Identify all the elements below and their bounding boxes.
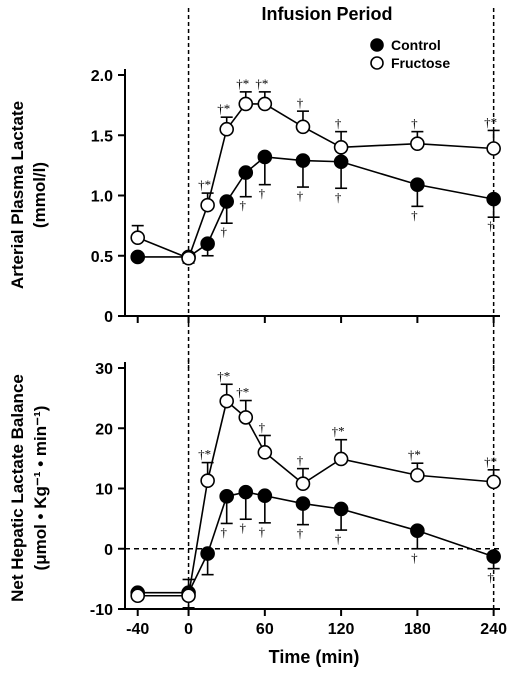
significance-mark: †	[335, 189, 342, 204]
data-point-control	[238, 165, 254, 180]
data-point-fructose	[219, 393, 234, 409]
y-tick-label: 0	[104, 309, 113, 326]
data-point-control	[486, 191, 501, 207]
y-tick-label: 10	[95, 482, 113, 499]
y-tick-label: 1.0	[91, 189, 113, 206]
significance-mark: †	[335, 531, 342, 546]
data-point-fructose	[219, 121, 234, 137]
significance-mark: †	[335, 116, 342, 131]
data-point-fructose	[333, 140, 349, 155]
data-point-fructose	[238, 96, 254, 112]
data-point-fructose	[200, 473, 215, 488]
significance-mark: †	[411, 207, 418, 222]
series-line-control	[137, 156, 494, 258]
data-point-control	[486, 549, 501, 564]
significance-mark: †	[487, 570, 494, 585]
x-tick-label: 180	[404, 621, 431, 638]
y-tick-label: 20	[95, 421, 113, 438]
data-point-control	[200, 236, 215, 251]
significance-mark: †	[240, 520, 247, 535]
data-point-fructose	[410, 467, 425, 483]
series-line-fructose	[137, 399, 494, 597]
significance-mark: †*	[217, 368, 230, 383]
significance-mark: †	[220, 524, 227, 539]
data-point-fructose	[181, 588, 196, 604]
legend-marker-fructose	[370, 56, 384, 70]
chart-title: Infusion Period	[261, 4, 392, 24]
data-point-fructose	[181, 250, 196, 266]
data-point-fructose	[333, 451, 349, 467]
data-point-fructose	[200, 197, 215, 213]
y-tick-label: 30	[95, 361, 113, 378]
data-point-fructose	[410, 136, 425, 151]
data-point-control	[257, 488, 273, 504]
y-tick-label: 0	[104, 542, 113, 559]
significance-mark: †	[297, 526, 304, 541]
data-point-fructose	[238, 410, 254, 425]
x-axis-label: Time (min)	[269, 647, 360, 667]
y-axis-label: Net Hepatic Lactate Balance	[8, 374, 27, 602]
data-point-control	[219, 194, 234, 209]
data-point-fructose	[295, 476, 311, 491]
data-point-control	[333, 154, 349, 170]
y-tick-label: -10	[90, 602, 113, 619]
y-tick-label: 2.0	[91, 68, 113, 85]
y-axis-label: (μmol • Kg⁻¹ • min⁻¹)	[31, 406, 50, 571]
significance-mark: †	[240, 198, 247, 213]
data-point-fructose	[257, 445, 273, 460]
data-point-fructose	[130, 230, 146, 245]
x-tick-label: -40	[126, 621, 149, 638]
x-tick-label: 0	[184, 621, 193, 638]
significance-mark: †*	[484, 114, 497, 129]
data-point-control	[333, 501, 349, 517]
significance-mark: †	[297, 188, 304, 203]
data-point-control	[410, 177, 425, 192]
significance-mark: †*	[236, 385, 249, 400]
significance-mark: †	[259, 419, 266, 434]
data-point-control	[238, 484, 254, 500]
significance-mark: †	[411, 550, 418, 565]
legend-label-control: Control	[391, 37, 441, 53]
significance-mark: †*	[332, 424, 345, 439]
significance-mark: †*	[198, 177, 211, 192]
x-tick-label: 240	[480, 621, 507, 638]
y-tick-label: 1.5	[91, 128, 113, 145]
data-point-control	[219, 489, 234, 504]
series-line-fructose	[137, 103, 494, 260]
y-tick-label: 0.5	[91, 249, 113, 266]
y-axis-label: (mmol/l)	[30, 162, 49, 228]
significance-mark: †*	[236, 76, 249, 91]
data-point-control	[410, 523, 425, 538]
data-point-fructose	[295, 119, 311, 135]
significance-mark: †	[259, 186, 266, 201]
significance-mark: †	[487, 218, 494, 233]
data-point-control	[200, 546, 215, 561]
significance-mark: †	[297, 453, 304, 468]
significance-mark: †	[411, 116, 418, 131]
significance-mark: †*	[217, 101, 230, 116]
data-point-control	[130, 249, 146, 265]
significance-mark: †*	[255, 76, 268, 91]
data-point-fructose	[486, 474, 501, 490]
significance-mark: †	[220, 224, 227, 239]
data-point-control	[295, 496, 311, 511]
x-tick-label: 120	[328, 621, 355, 638]
significance-mark: †*	[198, 447, 211, 462]
x-tick-label: 60	[256, 621, 274, 638]
significance-mark: †	[259, 524, 266, 539]
data-point-control	[295, 153, 311, 168]
y-axis-label: Arterial Plasma Lactate	[8, 101, 27, 289]
data-point-control	[257, 149, 273, 165]
data-point-fructose	[130, 588, 146, 604]
significance-mark: †*	[484, 454, 497, 469]
data-point-fructose	[257, 96, 273, 112]
legend-marker-control	[370, 38, 384, 52]
data-point-fructose	[486, 141, 501, 156]
legend-label-fructose: Fructose	[391, 55, 450, 71]
significance-mark: †	[297, 95, 304, 110]
significance-mark: †*	[408, 447, 421, 462]
series-line-control	[137, 491, 494, 594]
